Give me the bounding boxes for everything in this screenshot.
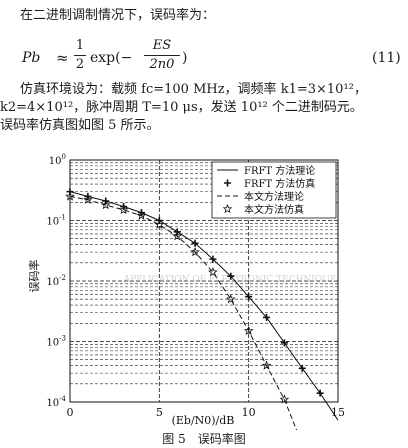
plot-frame — [69, 159, 339, 403]
sim-setup-line-3: 误码率仿真图如图 5 所示。 — [0, 118, 160, 133]
intro-line: 在二进制调制情况下，误码率为： — [20, 8, 216, 23]
data-point-star — [222, 203, 233, 214]
equation-number: (11) — [372, 50, 401, 66]
sim-setup-line-2: k2=4×10¹²，脉冲周期 T=10 μs，发送 10¹² 个二进制码元。 — [0, 100, 363, 115]
ber-chart: APPLICATION OF ELECTRONIC TECHNIQUE 0 5 10… — [27, 153, 345, 430]
x-tick-label: 10 — [242, 406, 256, 419]
equation-fraction-es: ES 2n0 — [144, 38, 180, 73]
y-axis-label: 误码率 — [27, 260, 41, 293]
y-tick-label: 10-1 — [46, 214, 66, 228]
equation-exp: exp(− — [90, 50, 133, 66]
figure-caption: 图 5 误码率图 — [162, 432, 246, 446]
legend-label: FRFT 方法仿真 — [244, 177, 315, 190]
data-point-star — [190, 247, 200, 257]
data-point-star — [243, 325, 254, 335]
equation-fraction-half: 1 2 — [74, 38, 86, 73]
series-line — [69, 195, 298, 430]
fraction-bar — [74, 55, 86, 56]
data-point-plus — [227, 272, 235, 280]
data-point-plus — [280, 339, 288, 347]
series-line — [69, 191, 339, 421]
series-1 — [69, 191, 339, 421]
sim-setup-line-1: 仿真环境设为：载频 fc=100 MHz，调频率 k1=3×10¹²， — [20, 82, 367, 97]
data-point-plus — [316, 389, 324, 397]
x-tick-label: 5 — [156, 406, 163, 419]
data-point-plus — [191, 239, 199, 247]
data-point-star — [82, 194, 93, 204]
data-point-plus — [298, 364, 306, 372]
series-3 — [69, 195, 298, 430]
y-tick-label: 100 — [49, 153, 66, 167]
data-point-star — [261, 360, 272, 370]
data-point-plus — [245, 293, 253, 301]
fraction-numerator: 1 — [75, 38, 85, 53]
legend-label: 本文方法仿真 — [244, 203, 304, 216]
data-point-star — [225, 294, 236, 304]
x-tick-label: 15 — [331, 406, 345, 419]
watermark: APPLICATION OF ELECTRONIC TECHNIQUE — [123, 275, 337, 285]
data-point-star — [100, 199, 111, 210]
equation-lhs: Pb — [22, 50, 41, 66]
fraction-bar — [144, 55, 180, 56]
legend-label: 本文方法理论 — [244, 190, 304, 203]
data-point-plus — [209, 255, 217, 263]
y-tick-label: 10-3 — [46, 335, 66, 349]
data-point-star — [172, 231, 183, 241]
data-point-star — [118, 204, 129, 214]
fraction-denominator: 2n0 — [149, 57, 175, 72]
legend-box — [211, 161, 337, 219]
x-axis-label: (Eb/N0)/dB — [172, 414, 235, 427]
equation-approx-sign: ≈ — [56, 49, 69, 67]
y-tick-label: 10-2 — [46, 274, 66, 288]
fraction-denominator: 2 — [75, 57, 85, 72]
series-4 — [65, 191, 290, 404]
data-point-star — [279, 394, 290, 404]
axes-layer: 0 5 10 15 100 10-1 10-2 10-3 10-4 — [46, 153, 345, 419]
data-point-plus — [224, 179, 231, 187]
y-tick-label: 10-4 — [46, 395, 66, 409]
data-point-plus — [263, 313, 271, 321]
equation-close-paren: ) — [182, 50, 188, 66]
x-tick-label: 0 — [67, 406, 74, 419]
data-point-star — [208, 267, 218, 277]
data-point-star — [136, 210, 147, 220]
fraction-numerator: ES — [152, 38, 172, 53]
legend-label: FRFT 方法理论 — [244, 164, 315, 177]
series-layer — [65, 188, 339, 430]
data-point-star — [154, 219, 165, 229]
